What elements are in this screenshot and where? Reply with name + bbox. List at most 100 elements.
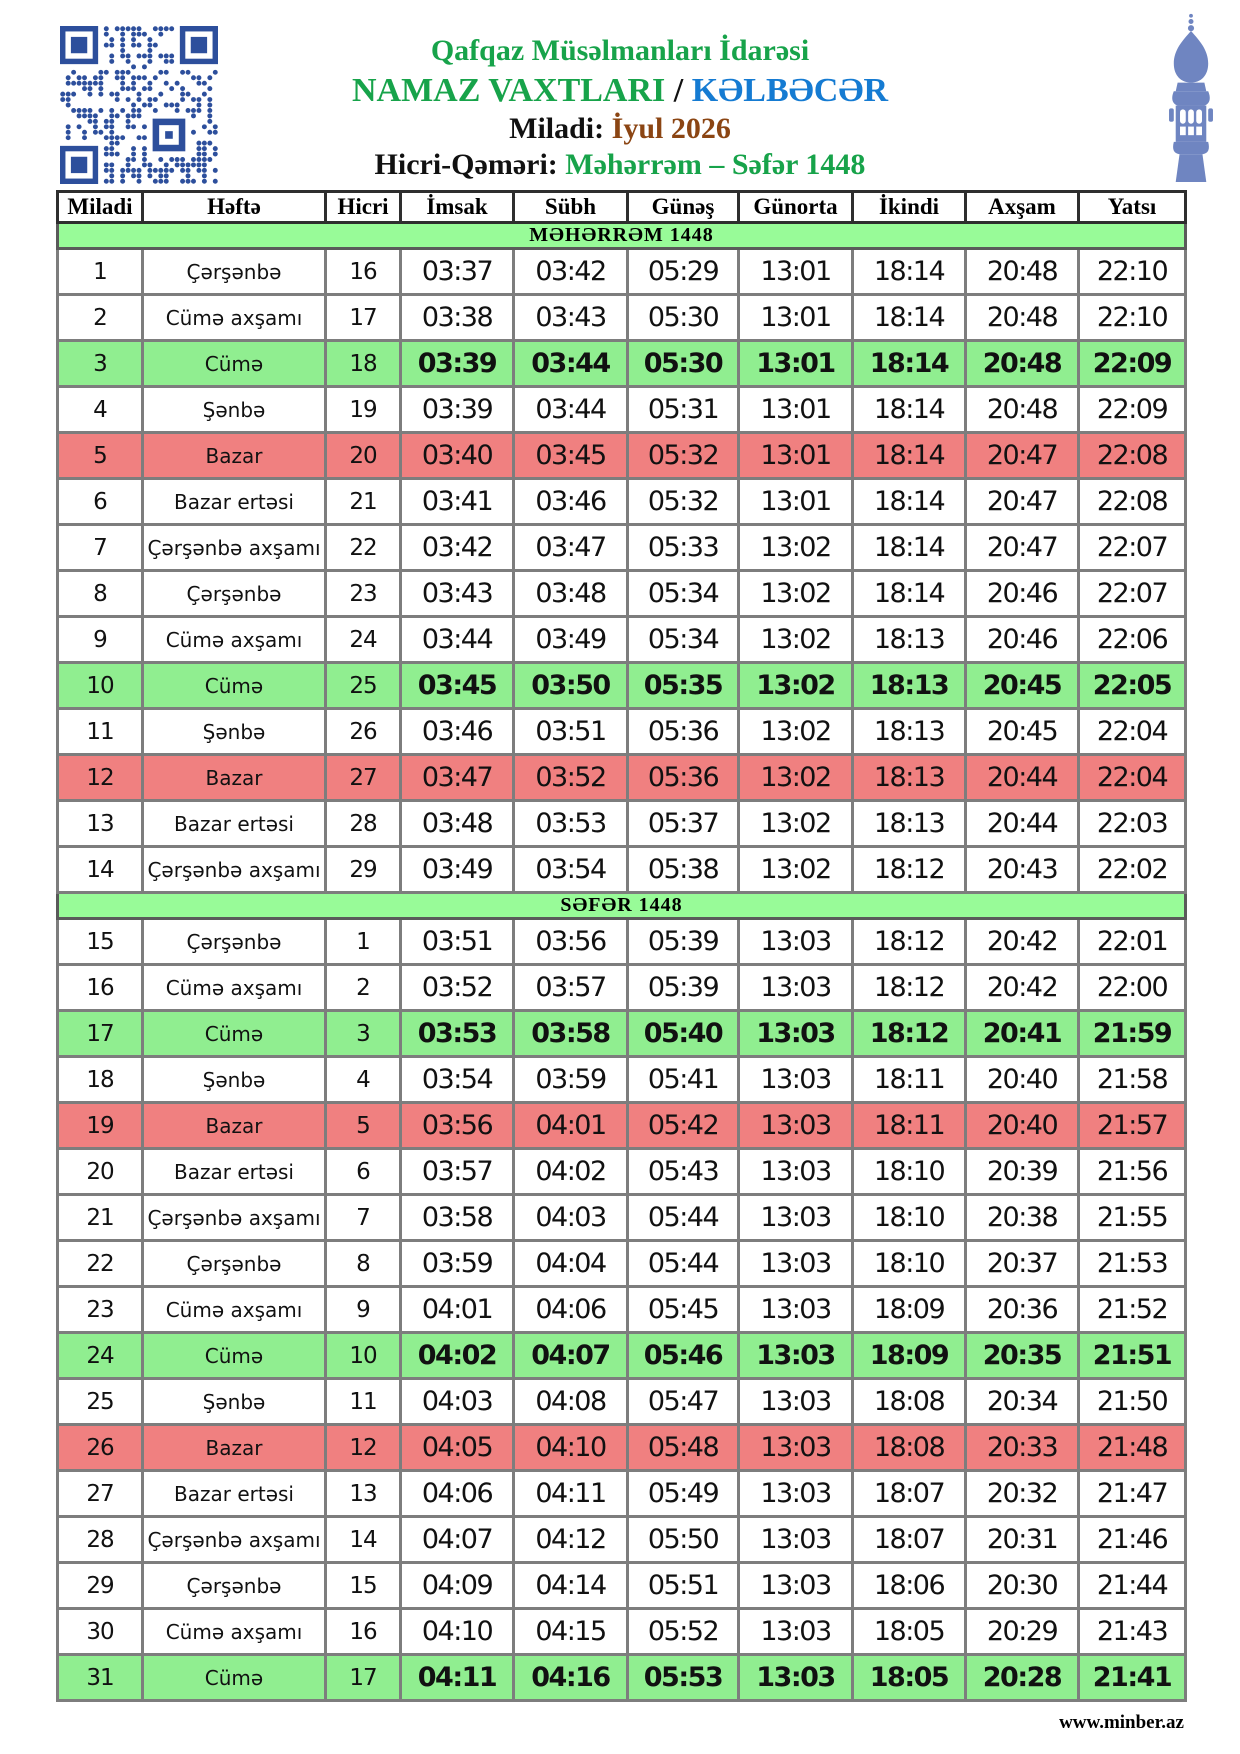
miladi-cell: 5 [56, 431, 144, 480]
time-cell: 03:54 [512, 845, 629, 894]
col-header-miladi: Miladi [56, 190, 144, 224]
time-cell: 03:49 [399, 845, 515, 894]
weekday-cell: Çərşənbə axşamı [141, 1193, 327, 1242]
time-cell: 05:49 [626, 1469, 740, 1518]
time-cell: 18:12 [851, 1009, 967, 1058]
table-row: 11 Şənbə 26 03:46 03:51 05:36 13:02 18:13 20:45 2… [56, 707, 1187, 756]
qr-code-icon [60, 26, 218, 184]
time-cell: 18:14 [851, 523, 967, 572]
time-cell: 13:03 [737, 1331, 854, 1380]
miladi-cell: 15 [56, 917, 144, 966]
time-cell: 18:06 [851, 1561, 967, 1610]
time-cell: 18:12 [851, 845, 967, 894]
time-cell: 22:03 [1077, 799, 1187, 848]
table-row: 22 Çərşənbə 8 03:59 04:04 05:44 13:03 18:10 20:3… [56, 1239, 1187, 1288]
miladi-cell: 22 [56, 1239, 144, 1288]
time-cell: 13:03 [737, 1147, 854, 1196]
weekday-cell: Cümə axşamı [141, 293, 327, 342]
hicri-cell: 16 [324, 1607, 402, 1656]
time-cell: 20:31 [964, 1515, 1080, 1564]
time-cell: 03:51 [399, 917, 515, 966]
time-cell: 05:34 [626, 569, 740, 618]
time-cell: 03:59 [512, 1055, 629, 1104]
time-cell: 13:03 [737, 963, 854, 1012]
time-cell: 13:03 [737, 1653, 854, 1702]
time-cell: 13:02 [737, 753, 854, 802]
table-row: 28 Çərşənbə axşamı 14 04:07 04:12 05:50 13:03 1… [56, 1515, 1187, 1564]
time-cell: 13:03 [737, 1101, 854, 1150]
time-cell: 04:02 [399, 1331, 515, 1380]
time-cell: 22:07 [1077, 523, 1187, 572]
time-cell: 22:04 [1077, 707, 1187, 756]
weekday-cell: Çərşənbə axşamı [141, 845, 327, 894]
time-cell: 03:50 [512, 661, 629, 710]
time-cell: 05:29 [626, 247, 740, 296]
time-cell: 20:45 [964, 707, 1080, 756]
time-cell: 21:51 [1077, 1331, 1187, 1380]
miladi-cell: 6 [56, 477, 144, 526]
weekday-cell: Cümə axşamı [141, 963, 327, 1012]
time-cell: 04:01 [399, 1285, 515, 1334]
time-cell: 20:34 [964, 1377, 1080, 1426]
minaret-icon [1148, 10, 1234, 182]
col-header-imsak: İmsak [399, 190, 515, 224]
miladi-cell: 10 [56, 661, 144, 710]
gregorian-label: Miladi: [509, 112, 612, 145]
miladi-cell: 12 [56, 753, 144, 802]
time-cell: 05:30 [626, 339, 740, 388]
weekday-cell: Çərşənbə [141, 1239, 327, 1288]
time-cell: 05:44 [626, 1193, 740, 1242]
weekday-cell: Cümə [141, 661, 327, 710]
time-cell: 13:01 [737, 339, 854, 388]
time-cell: 03:47 [512, 523, 629, 572]
miladi-cell: 17 [56, 1009, 144, 1058]
time-cell: 18:12 [851, 917, 967, 966]
miladi-cell: 8 [56, 569, 144, 618]
time-cell: 03:38 [399, 293, 515, 342]
miladi-cell: 28 [56, 1515, 144, 1564]
time-cell: 05:34 [626, 615, 740, 664]
col-header-hefte: Həftə [141, 190, 327, 224]
weekday-cell: Cümə axşamı [141, 615, 327, 664]
time-cell: 18:10 [851, 1193, 967, 1242]
time-cell: 20:43 [964, 845, 1080, 894]
weekday-cell: Cümə axşamı [141, 1285, 327, 1334]
time-cell: 21:48 [1077, 1423, 1187, 1472]
time-cell: 21:44 [1077, 1561, 1187, 1610]
time-cell: 22:08 [1077, 431, 1187, 480]
time-cell: 03:52 [512, 753, 629, 802]
prayer-times-table: Miladi Həftə Hicri İmsak Sübh Günəş Güno… [56, 190, 1187, 1702]
miladi-cell: 19 [56, 1101, 144, 1150]
miladi-cell: 21 [56, 1193, 144, 1242]
table-row: 3 Cümə 18 03:39 03:44 05:30 13:01 18:14 20:48 22:… [56, 339, 1187, 388]
time-cell: 13:03 [737, 917, 854, 966]
time-cell: 22:08 [1077, 477, 1187, 526]
time-cell: 03:42 [399, 523, 515, 572]
time-cell: 05:32 [626, 477, 740, 526]
hicri-cell: 12 [324, 1423, 402, 1472]
time-cell: 18:08 [851, 1377, 967, 1426]
time-cell: 22:06 [1077, 615, 1187, 664]
time-cell: 20:46 [964, 569, 1080, 618]
time-cell: 18:05 [851, 1607, 967, 1656]
time-cell: 20:48 [964, 385, 1080, 434]
hicri-cell: 16 [324, 247, 402, 296]
time-cell: 04:01 [512, 1101, 629, 1150]
hicri-cell: 15 [324, 1561, 402, 1610]
table-row: 31 Cümə 17 04:11 04:16 05:53 13:03 18:05 20:28 21… [56, 1653, 1187, 1702]
time-cell: 05:33 [626, 523, 740, 572]
time-cell: 22:00 [1077, 963, 1187, 1012]
time-cell: 13:01 [737, 431, 854, 480]
time-cell: 18:10 [851, 1147, 967, 1196]
time-cell: 13:03 [737, 1377, 854, 1426]
time-cell: 22:10 [1077, 247, 1187, 296]
time-cell: 04:03 [399, 1377, 515, 1426]
hijri-value: Məhərrəm – Səfər 1448 [565, 148, 866, 181]
time-cell: 05:41 [626, 1055, 740, 1104]
hicri-cell: 24 [324, 615, 402, 664]
table-row: 19 Bazar 5 03:56 04:01 05:42 13:03 18:11 20:40 21… [56, 1101, 1187, 1150]
time-cell: 13:03 [737, 1193, 854, 1242]
header: Qafqaz Müsəlmanları İdarəsi NAMAZ VAXTLA… [230, 34, 1010, 182]
table-row: 20 Bazar ertəsi 6 03:57 04:02 05:43 13:03 18:10… [56, 1147, 1187, 1196]
time-cell: 18:13 [851, 799, 967, 848]
